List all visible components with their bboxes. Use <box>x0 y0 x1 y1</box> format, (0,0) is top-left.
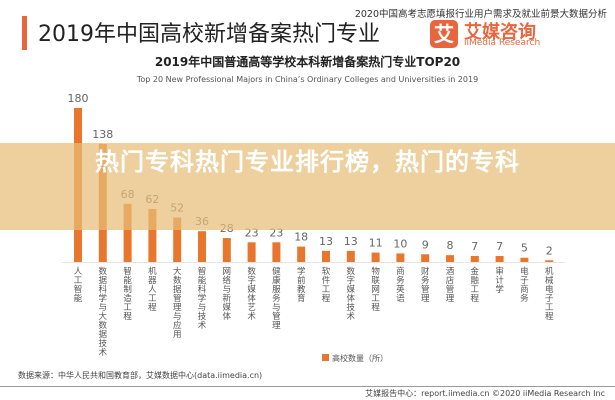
category-label: 软件工程 <box>322 266 331 304</box>
category-label: 财务管理 <box>421 266 430 304</box>
category-label: 金融工程 <box>471 266 480 304</box>
bar <box>173 217 182 262</box>
legend: 高校数量（所） <box>322 353 388 364</box>
data-source: 数据来源：中华人民共和国教育部，艾媒数据中心(data.iimedia.cn) <box>18 371 263 380</box>
data-label: 7 <box>496 240 503 253</box>
category-label: 智能科学与技术 <box>198 266 207 331</box>
report-name: 2020中国高考志愿填报行业用户需求及就业前景大数据分析 <box>354 9 607 20</box>
chart-subtitle: Top 20 New Professional Majors in China’… <box>136 75 479 84</box>
bar <box>198 231 206 262</box>
category-label: 物联网工程 <box>371 266 380 313</box>
data-label: 5 <box>521 242 528 255</box>
copyright: 艾媒报告中心：report.iimedia.cn ©2020 iiMedia R… <box>365 389 605 398</box>
bar <box>495 256 504 262</box>
bar <box>470 256 479 262</box>
bar <box>148 208 157 262</box>
bar <box>322 250 330 262</box>
bar <box>123 203 132 262</box>
data-label: 11 <box>369 237 383 250</box>
category-label: 审计学 <box>495 266 504 295</box>
data-label: 10 <box>393 237 407 250</box>
category-label: 机械电子工程 <box>545 266 554 322</box>
data-label: 7 <box>471 240 478 253</box>
data-label: 13 <box>344 235 358 248</box>
data-label: 13 <box>319 235 333 248</box>
overlay-banner <box>0 143 615 230</box>
data-label: 18 <box>294 231 308 244</box>
category-label: 数据科学与大数据技术 <box>99 266 108 358</box>
bar <box>396 253 405 262</box>
footer-divider <box>0 386 615 387</box>
legend-swatch <box>322 354 329 361</box>
brand-name: 艾媒咨询 <box>464 22 536 43</box>
bar <box>272 242 281 262</box>
bar <box>297 246 306 262</box>
page-title: 2019年中国高校新增备案热门专业 <box>38 22 380 47</box>
data-label: 2 <box>546 244 553 257</box>
chart-title: 2019年中国普通高等学校本科新增备案热门专业TOP20 <box>154 55 461 69</box>
category-label: 数字媒体艺术 <box>247 266 256 322</box>
bar <box>545 260 554 262</box>
bar <box>222 238 231 262</box>
data-label: 8 <box>447 239 454 252</box>
data-label: 138 <box>92 128 113 141</box>
category-label: 学前教育 <box>297 266 306 304</box>
title-accent-bar <box>22 16 27 50</box>
bar <box>446 255 454 262</box>
bar <box>346 250 355 262</box>
brand-logo: 艾 <box>430 20 458 48</box>
category-label: 人工智能 <box>74 267 83 304</box>
category-label: 健康服务与管理 <box>272 266 281 331</box>
category-label: 机器人工程 <box>148 266 157 313</box>
data-label: 9 <box>422 238 429 251</box>
bar <box>247 242 256 262</box>
legend-label: 高校数量（所） <box>332 354 388 363</box>
category-label: 大数据管理与应用 <box>173 266 182 340</box>
bar <box>520 257 529 262</box>
bar <box>371 252 380 262</box>
category-label: 智能制造工程 <box>123 266 132 322</box>
brand-name-en: iiMedia Research <box>464 38 541 48</box>
banner-text: 热门专科热门专业排行榜，热门的专科 <box>95 148 520 176</box>
category-label: 数字媒体技术 <box>347 266 356 322</box>
category-label: 酒店管理 <box>446 267 455 304</box>
bar <box>421 254 430 262</box>
category-label: 网络与新媒体 <box>223 267 232 322</box>
category-label: 商务英语 <box>396 266 405 304</box>
category-label: 电子商务 <box>520 266 529 304</box>
data-label: 180 <box>68 92 89 105</box>
